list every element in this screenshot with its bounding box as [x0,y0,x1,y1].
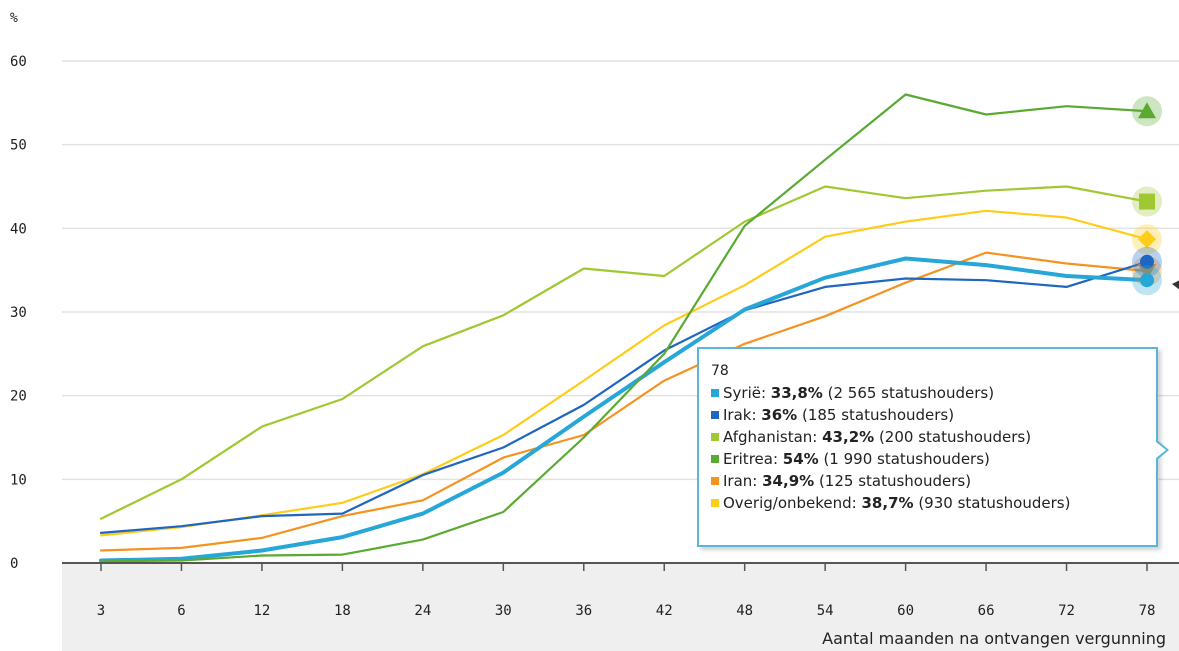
tooltip-series-detail: (185 statushouders) [797,406,955,424]
end-marker-overig-onbekend[interactable] [1132,224,1162,255]
series-line-syri- [99,256,1149,563]
series-swatch-icon [711,499,719,507]
x-axis-band [62,563,1179,651]
x-tick-label: 78 [1139,603,1156,619]
tooltip-row: Syrië: 33,8% (2 565 statushouders) [711,382,1146,404]
tooltip-title: 78 [711,363,729,379]
x-tick-label: 6 [177,603,185,619]
end-marker-iran[interactable] [1132,256,1162,287]
tooltip-series-value: 36% [761,406,798,424]
x-tick-label: 3 [97,603,105,619]
tooltip-series-value: 43,2% [822,428,875,446]
tooltip-series-value: 34,9% [762,472,815,490]
tooltip-series-label: Overig/onbekend: [723,494,862,512]
tooltip-rows: Syrië: 33,8% (2 565 statushouders) Irak: … [711,382,1146,514]
x-tick-label: 18 [334,603,351,619]
tooltip-row: Irak: 36% (185 statushouders) [711,404,1146,426]
series-line-overig-onbekend [99,209,1149,537]
y-tick-label: 20 [10,389,27,405]
series-swatch-icon [711,477,719,485]
series-swatch-icon [711,411,719,419]
tooltip-series-detail: (930 statushouders) [913,494,1071,512]
tooltip-series-detail: (200 statushouders) [874,428,1032,446]
y-tick-label: 50 [10,138,27,154]
tooltip-series-value: 54% [782,450,819,468]
tooltip-series-value: 38,7% [861,494,914,512]
x-axis-ticks: 3 6 12 18 24 30 36 42 48 54 60 66 72 78 [97,563,1156,619]
x-tick-label: 72 [1058,603,1075,619]
series-swatch-icon [711,433,719,441]
tooltip-series-label: Syrië: [723,384,771,402]
tooltip-series-label: Irak: [723,406,762,424]
x-tick-label: 30 [495,603,512,619]
x-tick-label: 36 [575,603,592,619]
series-line-eritrea [99,93,1149,563]
y-tick-label: 60 [10,54,27,70]
x-tick-label: 12 [253,603,270,619]
x-tick-label: 24 [414,603,431,619]
x-tick-label: 42 [656,603,673,619]
tooltip-series-detail: (125 statushouders) [814,472,972,490]
tooltip-pointer-icon [1172,280,1179,290]
y-axis-ticks: 0 10 20 30 40 50 60 [10,54,27,572]
x-tick-label: 60 [897,603,914,619]
data-tooltip: 78 Syrië: 33,8% (2 565 statushouders) Ira… [697,347,1169,547]
tooltip-series-detail: (2 565 statushouders) [822,384,995,402]
tooltip-series-label: Eritrea: [723,450,783,468]
series-line-afghanistan [99,185,1149,520]
tooltip-row: Iran: 34,9% (125 statushouders) [711,470,1146,492]
end-marker-eritrea[interactable] [1132,96,1162,127]
series-line-iran [99,251,1149,552]
tooltip-series-detail: (1 990 statushouders) [818,450,990,468]
y-tick-label: 40 [10,221,27,237]
y-tick-label: 30 [10,305,27,321]
x-axis-title: Aantal maanden na ontvangen vergunning [822,629,1166,648]
grid-lines [62,60,1179,481]
tooltip-series-label: Iran: [723,472,763,490]
end-marker-afghanistan[interactable] [1132,186,1162,217]
tooltip-row: Overig/onbekend: 38,7% (930 statushouder… [711,492,1146,514]
x-tick-label: 66 [978,603,995,619]
tooltip-row: Afghanistan: 43,2% (200 statushouders) [711,426,1146,448]
series-lines [99,93,1149,563]
tooltip-series-label: Afghanistan: [723,428,823,446]
series-swatch-icon [711,455,719,463]
series-swatch-icon [711,389,719,397]
end-marker-syri-[interactable] [1132,265,1162,296]
end-marker-irak[interactable] [1132,246,1162,277]
y-tick-label: 10 [10,472,27,488]
tooltip-arrow-inner [1156,442,1166,458]
y-tick-label: 0 [10,556,18,572]
x-tick-label: 48 [736,603,753,619]
tooltip-series-value: 33,8% [770,384,823,402]
tooltip-row: Eritrea: 54% (1 990 statushouders) [711,448,1146,470]
series-end-markers[interactable] [1132,96,1162,296]
series-line-irak [99,260,1149,535]
y-axis-unit-label: % [10,11,18,26]
x-tick-label: 54 [817,603,834,619]
